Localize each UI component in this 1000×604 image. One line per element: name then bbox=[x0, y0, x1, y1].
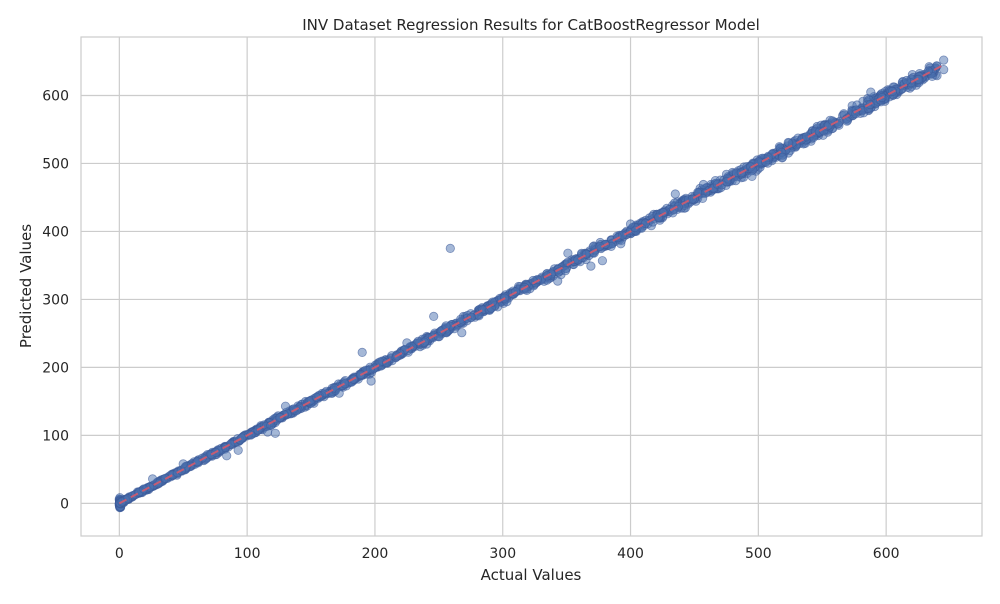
scatter-point bbox=[698, 179, 709, 190]
scatter-point bbox=[429, 311, 439, 321]
scatter-point bbox=[670, 189, 680, 199]
scatter-point bbox=[640, 218, 651, 228]
scatter-point bbox=[334, 388, 344, 398]
y-tick-label: 200 bbox=[42, 360, 69, 376]
scatter-point bbox=[553, 276, 563, 286]
scatter-point bbox=[563, 248, 573, 258]
x-tick-label: 300 bbox=[489, 546, 516, 562]
scatter-point bbox=[148, 474, 158, 484]
grid bbox=[81, 37, 982, 536]
scatter-point bbox=[262, 427, 273, 437]
scatter-point bbox=[866, 87, 876, 97]
y-tick-label: 500 bbox=[42, 156, 69, 172]
x-axis-label: Actual Values bbox=[481, 566, 582, 584]
scatter-point bbox=[487, 297, 498, 307]
scatter-point bbox=[280, 401, 291, 411]
scatter-point bbox=[777, 152, 788, 162]
scatter-point bbox=[270, 428, 280, 438]
scatter-point bbox=[445, 243, 455, 253]
x-tick-label: 600 bbox=[873, 546, 900, 562]
scatter-point bbox=[560, 266, 571, 276]
scatter-point bbox=[731, 176, 741, 186]
scatter-point bbox=[457, 328, 467, 338]
scatter-point bbox=[901, 75, 912, 86]
scatter-point bbox=[357, 347, 367, 357]
scatter-point bbox=[340, 379, 350, 389]
x-tick-labels: 0 100 200 300 400 500 600 bbox=[115, 546, 900, 562]
plot-frame bbox=[80, 36, 983, 537]
scatter-point bbox=[939, 65, 949, 75]
x-tick-label: 500 bbox=[745, 546, 772, 562]
scatter-point bbox=[275, 412, 285, 423]
x-tick-label: 100 bbox=[234, 546, 261, 562]
scatter-point bbox=[939, 55, 949, 65]
chart-title: INV Dataset Regression Results for CatBo… bbox=[302, 16, 760, 34]
scatter-point bbox=[222, 451, 232, 461]
y-tick-label: 600 bbox=[42, 88, 69, 104]
x-tick-label: 0 bbox=[115, 546, 124, 562]
reference-line bbox=[118, 63, 945, 505]
scatter-point bbox=[586, 261, 596, 271]
scatter-point bbox=[233, 445, 243, 455]
scatter-point bbox=[365, 364, 375, 374]
x-tick-label: 200 bbox=[362, 546, 389, 562]
scatter-point bbox=[597, 256, 608, 266]
scatter-point bbox=[366, 376, 376, 386]
y-tick-labels: 0 100 200 300 400 500 600 bbox=[42, 88, 69, 512]
scatter-points bbox=[114, 55, 949, 513]
scatter-point bbox=[747, 171, 757, 181]
x-tick-label: 400 bbox=[617, 546, 644, 562]
y-tick-label: 300 bbox=[42, 292, 69, 308]
scatter-point bbox=[625, 219, 636, 229]
scatter-point bbox=[402, 338, 412, 348]
y-tick-label: 100 bbox=[42, 428, 69, 444]
y-tick-label: 0 bbox=[60, 496, 69, 512]
scatter-point bbox=[617, 230, 628, 240]
y-axis-label: Predicted Values bbox=[17, 224, 35, 348]
y-tick-label: 400 bbox=[42, 224, 69, 240]
scatter-point bbox=[192, 457, 202, 467]
scatter-point bbox=[178, 459, 188, 469]
